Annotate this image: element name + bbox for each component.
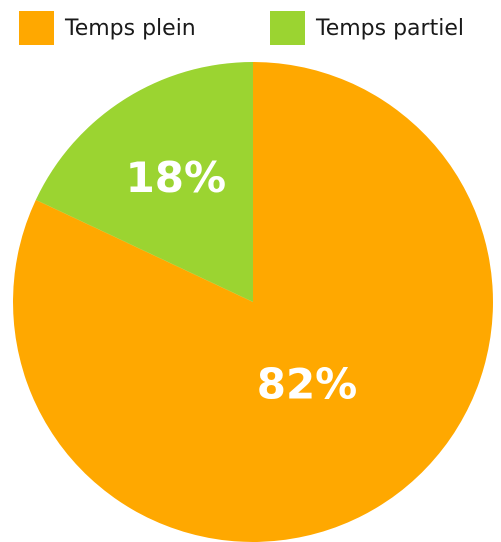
pie-slice xyxy=(13,62,493,542)
slice-label: 18% xyxy=(126,153,227,202)
legend-label: Temps partiel xyxy=(315,16,464,41)
pie-slice xyxy=(35,62,253,302)
legend-label: Temps plein xyxy=(64,16,196,41)
legend-swatch xyxy=(270,11,305,45)
legend-swatch xyxy=(19,11,54,45)
slice-label: 82% xyxy=(257,360,358,409)
